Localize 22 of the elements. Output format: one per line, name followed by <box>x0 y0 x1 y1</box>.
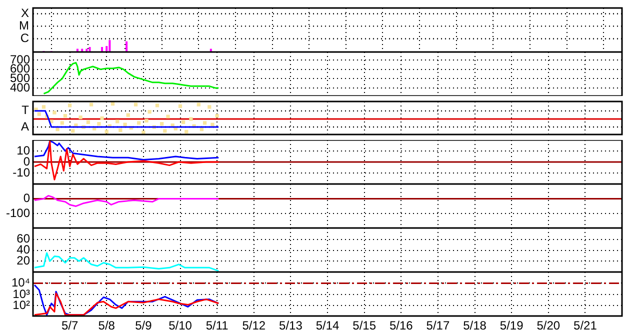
y-tick-label: -100 <box>6 206 30 220</box>
x-tick-label: 5/7 <box>61 318 78 333</box>
x-tick-label: 5/15 <box>352 318 376 333</box>
x-tick-label: 5/19 <box>500 318 524 333</box>
x-tick-label: 5/11 <box>206 318 229 333</box>
x-tick-label: 5/20 <box>536 318 560 333</box>
x-tick-label: 5/8 <box>98 318 116 333</box>
x-tick-label: 5/12 <box>242 318 266 333</box>
y-tick-label: 0 <box>23 191 30 206</box>
x-tick-label: 5/17 <box>426 318 450 333</box>
ref-line-label: C <box>20 31 30 46</box>
x-tick-label: 5/21 <box>574 318 598 333</box>
ref-line-label: X <box>20 6 29 20</box>
x-tick-label: 5/18 <box>463 318 487 333</box>
ref-line-label: T <box>22 103 30 118</box>
ref-line-label: M <box>19 18 29 32</box>
x-tick-label: 5/9 <box>135 318 152 333</box>
ref-line-label: A <box>20 119 29 134</box>
x-tick-label: 5/14 <box>316 318 340 333</box>
x-tick-label: 5/16 <box>389 318 414 333</box>
x-tick-label: 5/10 <box>168 318 192 333</box>
x-tick-label: 5/13 <box>279 318 303 333</box>
